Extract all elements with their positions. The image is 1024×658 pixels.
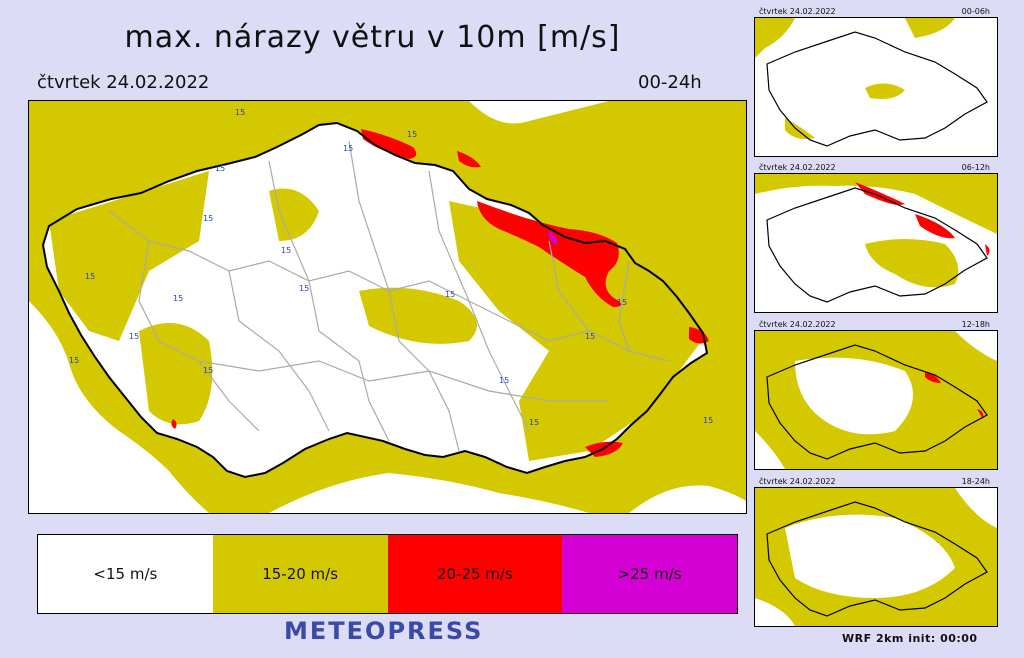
model-info: WRF 2km init: 00:00 <box>842 632 978 645</box>
contour-label: 15 <box>235 108 245 117</box>
forecast-date: čtvrtek 24.02.2022 <box>37 72 210 93</box>
main-map-svg: 15 15 15 15 15 15 15 15 15 15 15 15 15 1… <box>29 101 746 513</box>
legend-item-above-25: >25 m/s <box>562 535 737 613</box>
thumbnail-svg <box>755 18 997 156</box>
thumbnail-range: 00-06h <box>961 7 990 16</box>
contour-label: 15 <box>617 298 627 307</box>
thumbnail-svg <box>755 331 997 469</box>
main-wind-gust-map: 15 15 15 15 15 15 15 15 15 15 15 15 15 1… <box>28 100 747 514</box>
low-wind-area-sw <box>29 301 209 513</box>
low-wind-area-n <box>469 101 609 124</box>
contour-label: 15 <box>203 366 213 375</box>
contour-label: 15 <box>499 376 509 385</box>
thumbnail-range: 12-18h <box>961 320 990 329</box>
gust-patch-west <box>49 171 209 341</box>
contour-label: 15 <box>445 290 455 299</box>
thumbnail-date: čtvrtek 24.02.2022 <box>759 7 836 16</box>
legend-item-15-20: 15-20 m/s <box>212 535 388 613</box>
forecast-range: 00-24h <box>638 72 702 93</box>
legend-item-20-25: 20-25 m/s <box>387 535 563 613</box>
contour-label: 15 <box>215 164 225 173</box>
contour-label: 15 <box>343 144 353 153</box>
contour-label: 15 <box>585 332 595 341</box>
thumbnail-date: čtvrtek 24.02.2022 <box>759 477 836 486</box>
thumbnail-map-00-06[interactable] <box>754 17 998 157</box>
gust-patch-north <box>269 188 319 241</box>
low-wind-area-se <box>629 485 746 513</box>
thumbnail-map-12-18[interactable] <box>754 330 998 470</box>
contour-label: 15 <box>203 214 213 223</box>
contour-label: 15 <box>299 284 309 293</box>
gust-patch-central <box>359 287 477 344</box>
contour-label: 15 <box>703 416 713 425</box>
thumbnail-date: čtvrtek 24.02.2022 <box>759 163 836 172</box>
district-borders <box>108 140 670 452</box>
thumbnail-svg <box>755 174 997 312</box>
extreme-gust-spot <box>548 231 558 245</box>
thumbnail-map-06-12[interactable] <box>754 173 998 313</box>
contour-label: 15 <box>407 130 417 139</box>
contour-label: 15 <box>85 272 95 281</box>
thumbnail-svg <box>755 488 997 626</box>
contour-label: 15 <box>129 332 139 341</box>
gust-patch-southwest <box>139 323 213 425</box>
color-legend: <15 m/s 15-20 m/s 20-25 m/s >25 m/s <box>37 534 738 614</box>
thumbnail-date: čtvrtek 24.02.2022 <box>759 320 836 329</box>
thumbnail-map-18-24[interactable] <box>754 487 998 627</box>
thumbnail-range: 18-24h <box>961 477 990 486</box>
contour-label: 15 <box>281 246 291 255</box>
thumbnail-range: 06-12h <box>961 163 990 172</box>
low-wind-area-s <box>269 473 589 513</box>
brand-logo: METEOPRESS <box>284 617 484 645</box>
contour-label: 15 <box>529 418 539 427</box>
contour-labels: 15 15 15 15 15 15 15 15 15 15 15 15 15 1… <box>69 108 713 427</box>
contour-label: 15 <box>69 356 79 365</box>
legend-item-below-15: <15 m/s <box>38 535 213 613</box>
map-title: max. nárazy větru v 10m [m/s] <box>124 20 621 55</box>
contour-label: 15 <box>173 294 183 303</box>
